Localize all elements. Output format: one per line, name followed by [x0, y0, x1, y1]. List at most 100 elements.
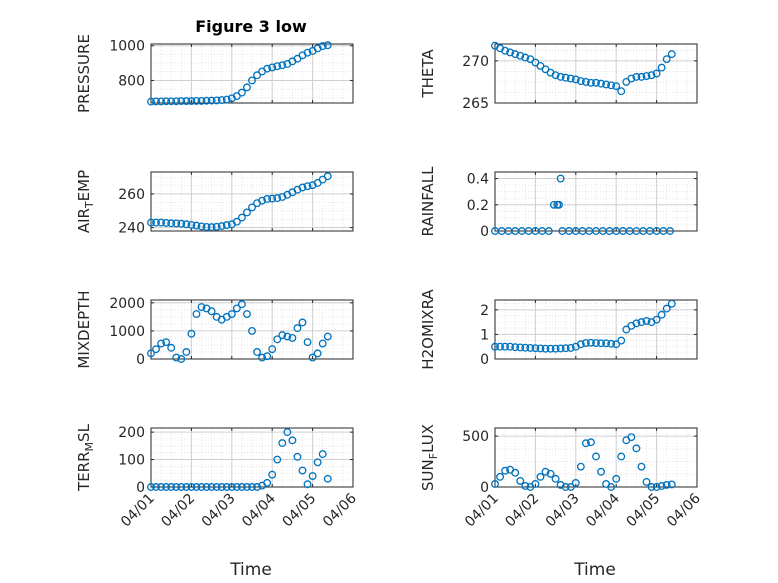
data-point	[293, 324, 302, 333]
data-point	[561, 483, 570, 491]
data-point	[491, 479, 499, 488]
data-point	[667, 480, 676, 489]
data-point	[197, 96, 206, 105]
y-axis-label: TERRMSL	[75, 423, 96, 492]
data-point	[612, 82, 621, 91]
plot-area	[495, 172, 697, 231]
data-point	[248, 76, 256, 85]
data-point	[152, 97, 160, 106]
data-point	[602, 339, 611, 348]
axes-frame	[150, 43, 354, 104]
y-tick-label: 0	[136, 480, 145, 496]
data-point	[637, 318, 646, 327]
y-tick-label: 270	[462, 54, 489, 70]
plot-area	[151, 172, 353, 231]
data-point	[323, 41, 332, 50]
data-point	[318, 339, 327, 348]
data-point	[496, 342, 504, 351]
x-axis-label-right: Time	[573, 560, 616, 580]
data-point	[273, 455, 282, 464]
data-point	[662, 481, 671, 489]
data-point	[662, 304, 671, 313]
data-point	[607, 339, 616, 348]
data-point	[242, 483, 251, 491]
data-point	[597, 79, 605, 88]
data-point	[187, 97, 196, 106]
data-point	[187, 220, 196, 229]
data-point	[617, 87, 626, 96]
data-point	[555, 200, 563, 209]
data-point	[632, 72, 641, 81]
data-point	[268, 63, 277, 72]
data-point	[278, 61, 287, 70]
y-axis-label: RAINFALL	[419, 166, 437, 237]
data-point	[662, 55, 671, 64]
axes-frame	[494, 43, 698, 104]
data-point	[592, 78, 600, 87]
data-point	[157, 218, 166, 227]
data-point	[162, 338, 171, 347]
data-point	[187, 483, 196, 491]
data-point	[642, 72, 651, 80]
y-tick-label: 0	[136, 352, 145, 368]
y-tick-label: 1	[480, 327, 489, 343]
data-point	[566, 74, 575, 83]
data-point	[551, 344, 560, 353]
data-point	[516, 51, 525, 60]
y-tick-label: 0.4	[467, 172, 489, 188]
data-point	[167, 97, 176, 106]
data-point	[551, 71, 560, 80]
data-point	[162, 218, 171, 227]
data-point	[667, 50, 676, 59]
data-point	[273, 194, 282, 203]
data-point	[172, 219, 181, 228]
data-point	[647, 71, 656, 80]
y-tick-label: 100	[118, 453, 145, 469]
data-point	[278, 331, 287, 340]
data-point	[581, 439, 590, 448]
data-point	[263, 352, 272, 361]
data-point	[501, 466, 510, 475]
data-point	[227, 310, 236, 318]
data-point	[207, 483, 216, 491]
data-point	[283, 428, 292, 437]
data-point	[571, 75, 580, 84]
data-point	[561, 73, 570, 82]
data-point	[501, 342, 510, 351]
data-point	[612, 474, 621, 483]
data-point	[152, 483, 160, 491]
data-point	[667, 299, 676, 308]
y-tick-label: 500	[462, 429, 489, 445]
data-point	[172, 483, 181, 491]
data-point	[202, 223, 211, 231]
data-point	[627, 74, 636, 83]
data-point	[288, 436, 297, 445]
axes-frame	[494, 171, 698, 232]
data-point	[298, 466, 307, 475]
data-point	[581, 77, 590, 86]
data-point	[612, 340, 621, 349]
data-point	[303, 48, 312, 57]
data-point	[212, 483, 221, 491]
axes-frame	[150, 427, 354, 488]
subplot-air-temp: 240 260 AIRTEMP	[75, 170, 354, 237]
plot-area	[495, 44, 697, 103]
data-point	[268, 470, 277, 479]
axes-frame	[494, 299, 698, 360]
data-point	[323, 332, 332, 341]
data-point	[253, 483, 261, 491]
data-point	[506, 48, 515, 57]
data-point	[647, 483, 656, 491]
data-point	[657, 310, 666, 319]
y-axis-label: THETA	[419, 49, 437, 99]
data-point	[491, 342, 499, 351]
subplot-mixdepth: 0 1000 2000 MIXDEPTH	[75, 290, 354, 369]
data-point	[556, 481, 565, 489]
y-tick-label: 265	[462, 96, 489, 112]
data-point	[162, 483, 171, 491]
x-axis-label-left: Time	[229, 560, 272, 580]
figure-title: Figure 3 low	[195, 17, 307, 36]
data-point	[212, 222, 221, 231]
data-point	[511, 50, 520, 59]
